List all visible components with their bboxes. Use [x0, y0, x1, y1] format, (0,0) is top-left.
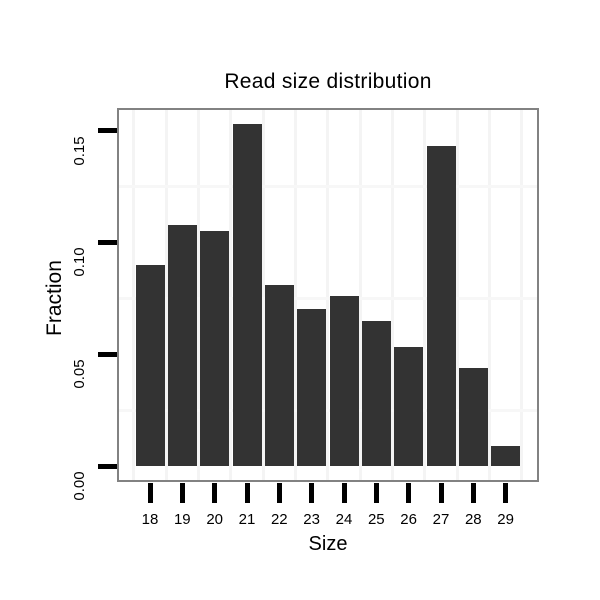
y-tick [98, 351, 117, 357]
y-tick [98, 239, 117, 245]
bar-24 [329, 296, 359, 466]
gridline-vertical [294, 110, 297, 480]
x-tick-label: 21 [238, 511, 256, 528]
x-tick-label: 20 [206, 511, 224, 528]
x-tick [309, 483, 315, 503]
bar-18 [135, 265, 165, 466]
gridline-vertical [358, 110, 362, 480]
x-tick [179, 483, 185, 503]
y-tick-label: 0.10 [71, 247, 88, 277]
x-tick-label: 29 [497, 511, 514, 528]
x-tick-label: 26 [400, 511, 417, 528]
bar-28 [458, 368, 488, 466]
bar-26 [394, 347, 424, 466]
y-axis-label: Fraction [43, 260, 66, 336]
x-tick-label: 27 [432, 511, 450, 528]
x-tick-label: 18 [141, 511, 159, 528]
bar-20 [200, 231, 230, 466]
gridline-vertical [229, 110, 233, 480]
bar-29 [491, 446, 521, 466]
gridline-horizontal [119, 296, 537, 300]
bar-23 [297, 309, 327, 466]
gridline-vertical [488, 110, 491, 480]
y-tick [98, 463, 117, 469]
gridline-vertical [197, 110, 200, 480]
bar-19 [167, 225, 197, 466]
x-tick [147, 483, 153, 503]
y-tick-label: 0.05 [71, 359, 88, 389]
x-tick [406, 483, 412, 503]
x-tick-label: 28 [464, 511, 482, 528]
x-tick [373, 483, 379, 503]
y-tick [98, 128, 117, 134]
gridline-vertical [520, 110, 524, 480]
x-tick [244, 483, 250, 503]
chart-title: Read size distribution [224, 70, 432, 93]
x-axis-label: Size [308, 533, 348, 555]
x-tick [212, 483, 218, 503]
gridline-vertical [164, 110, 168, 480]
y-tick-label: 0.15 [71, 136, 88, 166]
bar-22 [264, 285, 294, 466]
gridline-vertical [326, 110, 330, 480]
x-tick-label: 19 [173, 511, 191, 528]
bar-21 [232, 124, 262, 466]
x-tick [276, 483, 282, 503]
x-tick [438, 483, 444, 503]
gridline-horizontal [119, 185, 537, 188]
gridline-vertical [423, 110, 427, 480]
gridline-vertical [455, 110, 459, 480]
x-tick-label: 23 [303, 511, 320, 528]
gridline-vertical [132, 110, 136, 480]
y-tick-label: 0.00 [71, 471, 88, 501]
x-tick [341, 483, 347, 503]
bar-25 [361, 321, 391, 466]
x-tick [503, 483, 509, 503]
gridline-vertical [261, 110, 265, 480]
bar-27 [426, 146, 456, 466]
x-tick [470, 483, 476, 503]
gridline-horizontal [119, 408, 537, 412]
plot-panel [117, 108, 539, 482]
x-tick-label: 22 [270, 511, 288, 528]
x-tick-label: 25 [367, 511, 385, 528]
x-tick-label: 24 [335, 511, 353, 528]
gridline-vertical [391, 110, 394, 480]
